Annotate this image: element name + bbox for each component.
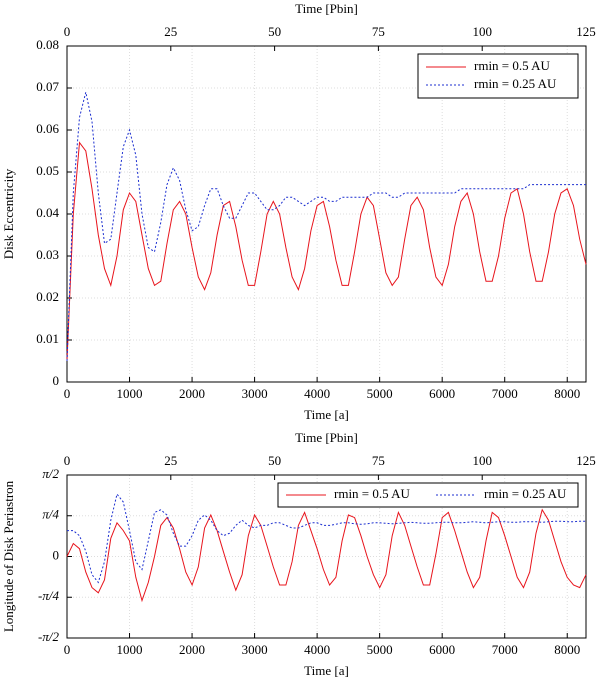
x-tick-label: 1000 <box>117 386 143 401</box>
y-tick-label: -π/4 <box>38 588 59 603</box>
x-tick-label: 6000 <box>429 642 455 657</box>
y-tick-label: 0.04 <box>36 205 59 220</box>
x-tick-label: 0 <box>64 386 71 401</box>
top-tick-label: 100 <box>472 24 492 39</box>
y-tick-label: 0.06 <box>36 121 59 136</box>
x-tick-label: 7000 <box>492 386 518 401</box>
x-tick-label: 5000 <box>367 642 393 657</box>
series-line <box>67 493 586 584</box>
top-tick-label: 75 <box>372 24 385 39</box>
x-tick-label: 4000 <box>304 386 330 401</box>
x-tick-label: 8000 <box>554 642 580 657</box>
series-line <box>66 141 587 362</box>
top-tick-label: 25 <box>164 453 177 468</box>
y-tick-label: 0.01 <box>36 331 59 346</box>
x-tick-label: 2000 <box>179 642 205 657</box>
x-tick-label: 3000 <box>242 386 268 401</box>
legend-label: rmin = 0.5 AU <box>474 58 551 73</box>
y-tick-label: π/2 <box>42 466 59 481</box>
x-tick-label: 8000 <box>554 386 580 401</box>
y-axis-label: Longitude of Disk Periastron <box>1 480 16 632</box>
y-tick-label: 0 <box>53 373 60 388</box>
legend-label: rmin = 0.25 AU <box>484 486 567 501</box>
top-tick-label: 25 <box>164 24 177 39</box>
y-tick-label: π/4 <box>42 507 59 522</box>
y-tick-label: -π/2 <box>38 629 59 644</box>
top-tick-label: 50 <box>268 24 281 39</box>
plot-frame <box>66 45 587 383</box>
top-tick-label: 50 <box>268 453 281 468</box>
x-tick-label: 7000 <box>492 642 518 657</box>
y-tick-label: 0.05 <box>36 163 59 178</box>
legend-box <box>417 53 579 99</box>
x-axis-label: Time [a] <box>304 407 349 422</box>
y-tick-label: 0 <box>53 547 60 562</box>
y-tick-label: 0.02 <box>36 289 59 304</box>
y-tick-label: 0.08 <box>36 37 59 52</box>
top-tick-label: 0 <box>64 24 71 39</box>
x-tick-label: 5000 <box>367 386 393 401</box>
x-tick-label: 2000 <box>179 386 205 401</box>
y-tick-label: 0.07 <box>36 79 59 94</box>
top-tick-label: 0 <box>64 453 71 468</box>
x-tick-label: 6000 <box>429 386 455 401</box>
x-tick-label: 4000 <box>304 642 330 657</box>
x-tick-label: 1000 <box>117 642 143 657</box>
legend-box <box>277 482 579 508</box>
legend-label: rmin = 0.25 AU <box>474 76 557 91</box>
x-tick-label: 0 <box>64 642 71 657</box>
top-axis-label: Time [Pbin] <box>295 1 358 16</box>
top-axis-label: Time [Pbin] <box>295 430 358 445</box>
y-tick-label: 0.03 <box>36 247 59 262</box>
series-line <box>66 92 586 362</box>
top-tick-label: 75 <box>372 453 385 468</box>
top-tick-label: 100 <box>472 453 492 468</box>
top-tick-label: 125 <box>576 24 596 39</box>
y-axis-label: Disk Eccentricity <box>1 168 16 259</box>
top-tick-label: 125 <box>576 453 596 468</box>
x-tick-label: 3000 <box>242 642 268 657</box>
x-axis-label: Time [a] <box>304 663 349 678</box>
series-line <box>66 508 587 603</box>
legend-label: rmin = 0.5 AU <box>334 486 411 501</box>
